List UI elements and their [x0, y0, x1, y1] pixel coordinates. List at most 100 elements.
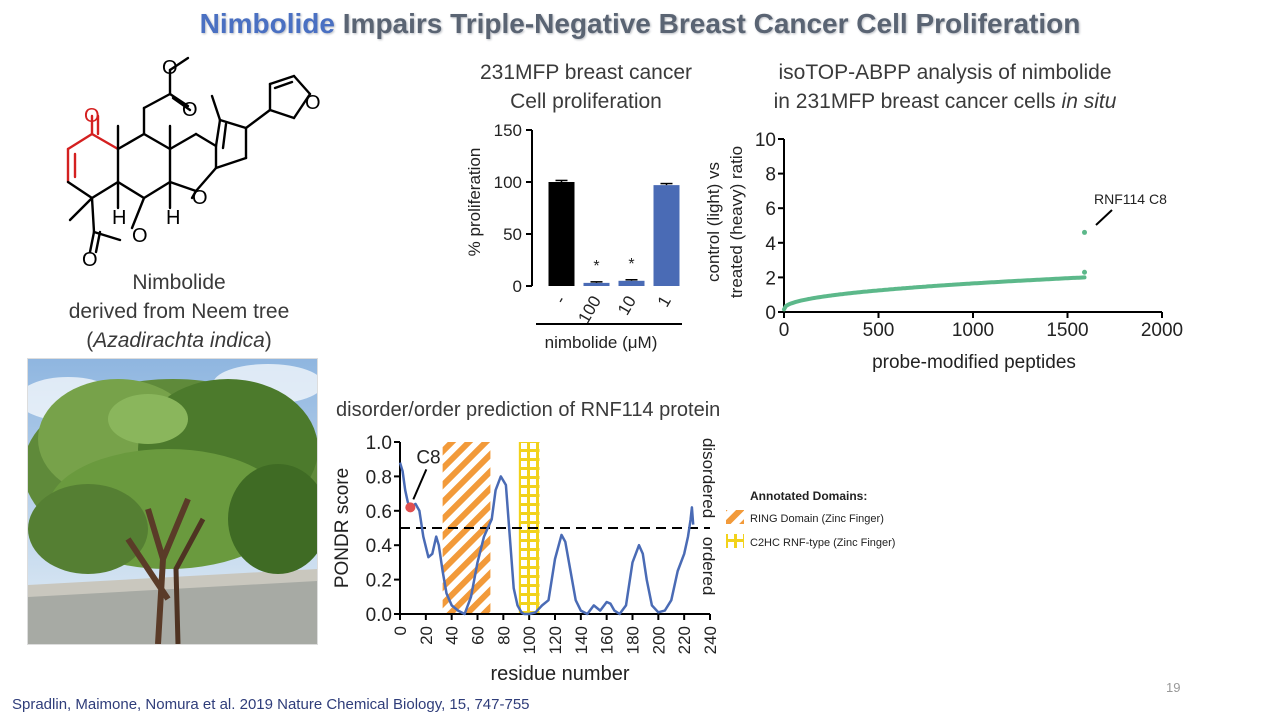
bar-y-tick-label: 0 [513, 277, 522, 296]
pondr-y-tick-label: 0.4 [366, 536, 393, 557]
bar-y-tick-label: 50 [503, 225, 522, 244]
scatter-title-italic: in situ [1061, 90, 1117, 113]
pondr-y-tick-label: 0.6 [366, 502, 392, 523]
bar-y-tick-label: 150 [494, 121, 522, 140]
atom-h-2: H [166, 207, 180, 229]
scatter-x-tick-label: 2000 [1141, 320, 1183, 341]
bar-y-axis-label: % proliferation [465, 148, 484, 257]
scatter-chart-title: isoTOP-ABPP analysis of nimbolide in 231… [735, 58, 1155, 116]
scatter-title-line-2: in 231MFP breast cancer cells in situ [735, 87, 1155, 116]
scatter-x-tick-label: 1500 [1046, 320, 1088, 341]
scatter-y-tick-label: 8 [765, 165, 776, 186]
molecule-caption: Nimbolide derived from Neem tree (Azadir… [20, 268, 338, 355]
slide-title: Nimbolide Impairs Triple-Negative Breast… [0, 8, 1280, 40]
atom-o-methoxy: O [162, 57, 178, 79]
scatter-title-line-2-prefix: in 231MFP breast cancer cells [773, 90, 1062, 113]
bar-category-label: 10 [614, 293, 640, 319]
caption-line-2: derived from Neem tree [68, 300, 290, 323]
bar-nimbolide-100 [583, 282, 610, 286]
pondr-x-tick-label: 240 [701, 626, 720, 654]
bar-x-axis-label: nimbolide (μM) [545, 333, 658, 352]
pondr-x-tick-label: 120 [546, 626, 565, 654]
caption-paren-open: ( [86, 329, 94, 352]
pondr-x-tick-label: 80 [494, 626, 513, 645]
legend-label-c2hc: C2HC RNF-type (Zinc Finger) [750, 537, 895, 549]
title-rest: Impairs Triple-Negative Breast Cancer Ce… [342, 8, 1081, 39]
pondr-label-disordered: disordered [699, 438, 718, 518]
legend-title: Annotated Domains: [750, 489, 867, 503]
pondr-score-line [398, 462, 695, 616]
bar-control [548, 182, 575, 286]
pondr-x-tick-label: 220 [675, 626, 694, 654]
pondr-x-tick-label: 200 [649, 626, 668, 654]
caption-paren-close: ) [264, 329, 272, 352]
neem-tree-photo [27, 358, 318, 645]
scatter-y-tick-label: 2 [765, 268, 776, 289]
bar-significance-star: * [593, 258, 599, 275]
caption-line-3: (Azadirachta indica) [20, 326, 338, 355]
scatter-point-rnf114-c8 [1082, 229, 1088, 235]
pondr-x-tick-label: 100 [520, 626, 539, 654]
title-highlight: Nimbolide [199, 8, 335, 39]
caption-latin: Azadirachta indica [93, 329, 265, 352]
caption-line-1: Nimbolide [132, 271, 226, 294]
bar-title-line-2: Cell proliferation [510, 90, 662, 113]
legend-swatch-c2hc [726, 534, 744, 548]
pondr-line-chart: PONDR score residue number disordered or… [332, 433, 895, 685]
pondr-y-tick-label: 1.0 [366, 433, 392, 454]
pondr-c8-pointer [412, 468, 428, 500]
atom-h-1: H [112, 207, 126, 229]
scatter-x-tick-label: 0 [779, 320, 790, 341]
bar-nimbolide-10 [618, 280, 645, 286]
pondr-y-tick-label: 0.0 [366, 605, 392, 626]
bar-category-label: 100 [574, 293, 605, 327]
scatter-x-tick-label: 1000 [952, 320, 994, 341]
pondr-c8-point [405, 502, 416, 513]
scatter-y-tick-label: 10 [755, 130, 776, 151]
pondr-chart-title: disorder/order prediction of RNF114 prot… [336, 399, 721, 421]
bar-nimbolide-1 [653, 185, 680, 286]
isotop-scatter-chart: control (light) vs treated (heavy) ratio… [704, 130, 1183, 373]
scatter-y-tick-label: 0 [765, 303, 776, 324]
proliferation-bar-chart: % proliferation nimbolide (μM) 0 50 100 150… [465, 121, 682, 352]
atom-o-ester: O [182, 99, 198, 121]
atom-o-ketone: O [84, 105, 100, 127]
scatter-ylabel-line-2: treated (heavy) ratio [727, 146, 746, 298]
pondr-x-tick-label: 180 [624, 626, 643, 654]
scatter-annotation-rnf114: RNF114 C8 [1094, 191, 1167, 207]
bar-significance-star: * [628, 256, 634, 273]
scatter-y-tick-label: 4 [765, 234, 776, 255]
pondr-y-axis-label: PONDR score [332, 468, 353, 588]
pondr-x-axis-label: residue number [491, 663, 630, 685]
scatter-x-axis-label: probe-modified peptides [872, 352, 1076, 373]
legend-swatch-ring [726, 510, 744, 524]
pondr-x-tick-label: 20 [417, 626, 436, 645]
bar-category-label: - [551, 293, 570, 307]
pondr-x-tick-label: 160 [598, 626, 617, 654]
pondr-y-tick-label: 0.2 [366, 571, 392, 592]
citation: Spradlin, Maimone, Nomura et al. 2019 Na… [12, 696, 530, 713]
scatter-ylabel-line-1: control (light) vs [704, 162, 723, 282]
scatter-x-tick-label: 500 [863, 320, 895, 341]
bar-title-line-1: 231MFP breast cancer [479, 61, 693, 84]
pondr-x-tick-label: 0 [391, 626, 410, 635]
atom-o-furan: O [305, 92, 321, 114]
scatter-points [782, 275, 1087, 312]
page-number: 19 [1166, 680, 1181, 695]
pondr-x-tick-label: 40 [443, 626, 462, 645]
pondr-x-tick-label: 60 [469, 626, 488, 645]
bar-chart-title: 231MFP breast cancer Cell proliferation [452, 58, 720, 116]
atom-o-carbonyl: O [82, 249, 98, 271]
legend-label-ring: RING Domain (Zinc Finger) [750, 513, 884, 525]
bar-y-tick-label: 100 [494, 173, 522, 192]
scatter-y-tick-label: 6 [765, 199, 776, 220]
scatter-title-line-1: isoTOP-ABPP analysis of nimbolide [778, 61, 1112, 84]
atom-o-ether: O [192, 187, 208, 209]
pondr-x-tick-label: 140 [572, 626, 591, 654]
nimbolide-structure: O O O O O O O H H [66, 56, 321, 271]
pondr-c8-label: C8 [416, 447, 440, 468]
bar-category-label: 1 [654, 293, 675, 311]
scatter-annotation-arrow [1095, 209, 1113, 226]
atom-o-lactone: O [132, 225, 148, 247]
pondr-y-tick-label: 0.8 [366, 467, 392, 488]
